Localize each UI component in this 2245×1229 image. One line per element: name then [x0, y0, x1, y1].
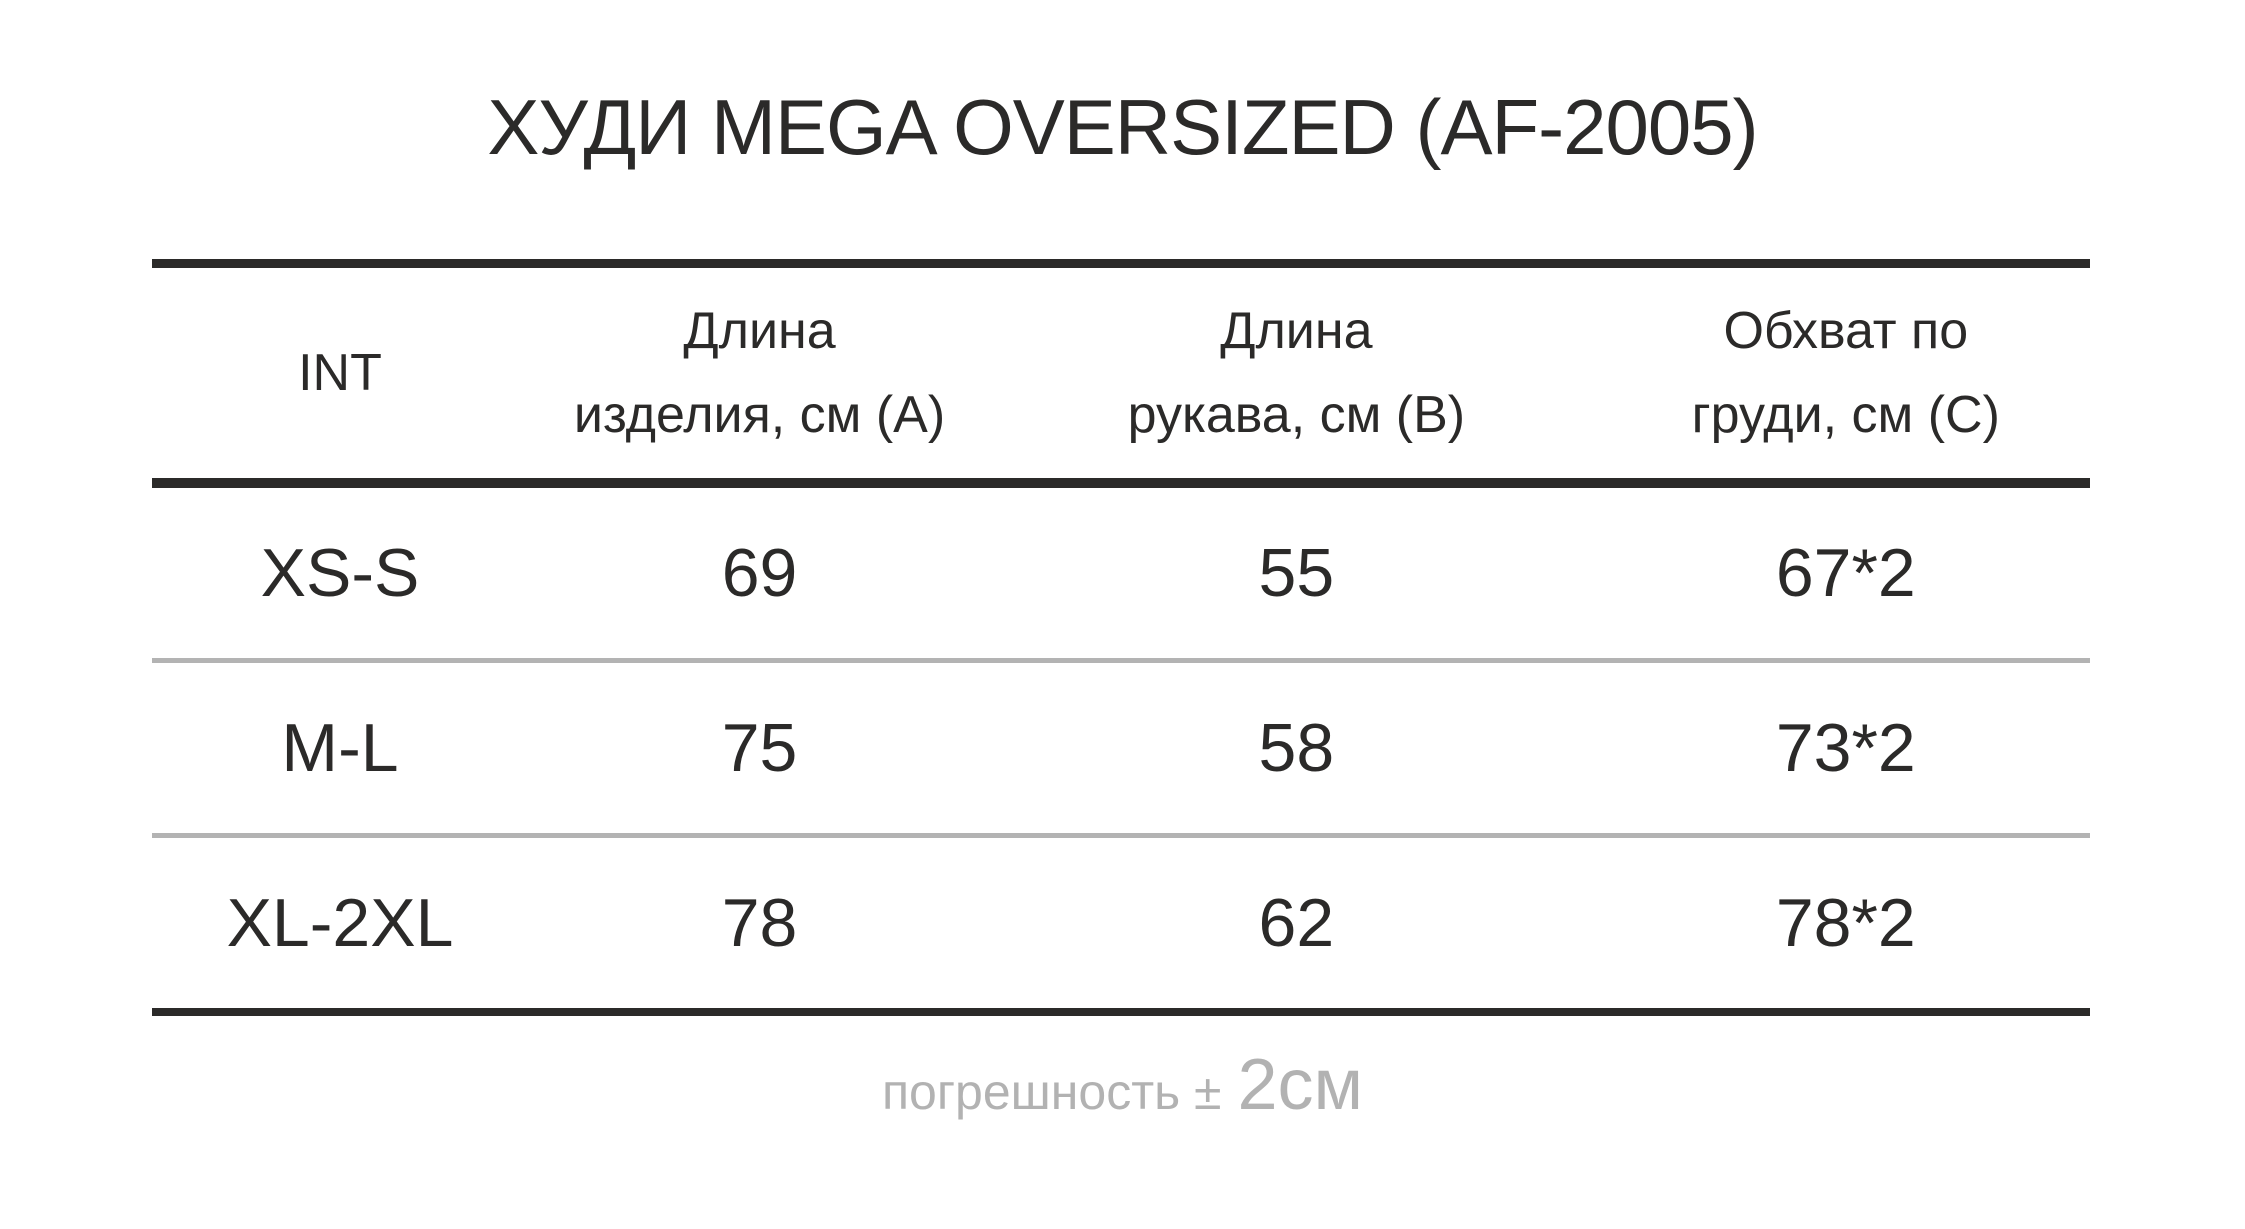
length-value-cell: 78	[721, 885, 798, 961]
size-label-cell: M-L	[281, 710, 399, 786]
column-header-length: Длина изделия, см (A)	[573, 301, 946, 444]
size-table: INT Длина изделия, см (A) Длина рукава, …	[152, 259, 2090, 1016]
table-header-row: INT Длина изделия, см (A) Длина рукава, …	[152, 268, 2090, 488]
column-header-sleeve: Длина рукава, см (B)	[1127, 301, 1466, 444]
chest-value-cell: 78*2	[1775, 885, 1916, 961]
chest-value-cell: 67*2	[1775, 535, 1916, 611]
length-value-cell: 75	[721, 710, 798, 786]
size-label-cell: XS-S	[260, 535, 420, 611]
tolerance-note-prefix: погрешность ±	[881, 1064, 1222, 1120]
chest-value-cell: 73*2	[1775, 710, 1916, 786]
page-title: ХУДИ MEGA OVERSIZED (AF-2005)	[487, 83, 1758, 171]
table-row-xs-s: XS-S 69 55 67*2	[152, 488, 2090, 658]
column-header-int: INT	[298, 343, 382, 402]
tolerance-note-value: 2см	[1237, 1045, 1364, 1125]
sleeve-value-cell: 62	[1258, 885, 1335, 961]
length-value-cell: 69	[721, 535, 798, 611]
sleeve-value-cell: 58	[1258, 710, 1335, 786]
table-row-m-l: M-L 75 58 73*2	[152, 658, 2090, 833]
sleeve-value-cell: 55	[1258, 535, 1335, 611]
column-header-chest: Обхват по груди, см (C)	[1691, 301, 2000, 444]
table-row-xl-2xl: XL-2XL 78 62 78*2	[152, 833, 2090, 1008]
size-label-cell: XL-2XL	[226, 885, 454, 961]
tolerance-note: погрешность ± 2см	[0, 1044, 2245, 1126]
